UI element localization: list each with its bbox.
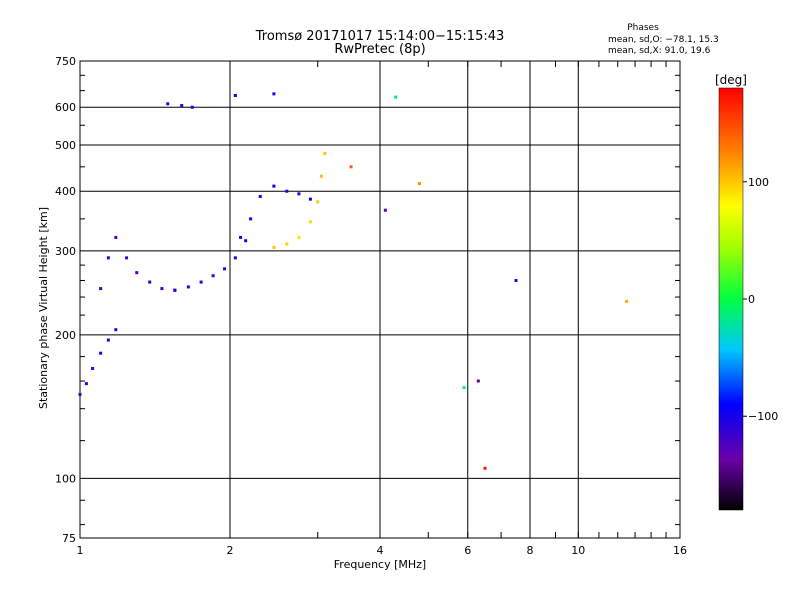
data-point — [148, 280, 152, 284]
data-point — [223, 267, 227, 271]
x-tick-label: 16 — [673, 544, 687, 557]
data-point — [180, 104, 184, 108]
data-point — [244, 239, 248, 243]
data-point — [383, 208, 387, 212]
series-o-mode-trace-plateau- — [173, 239, 248, 292]
stats-heading: Phases — [627, 23, 659, 33]
data-point — [239, 235, 243, 239]
series-x-mode-trace — [272, 151, 327, 249]
data-point — [106, 256, 110, 260]
y-tick-label: 750 — [55, 55, 76, 68]
series-scattered-echoes — [166, 92, 629, 470]
data-point — [99, 287, 103, 291]
data-point — [186, 285, 190, 289]
series-o-mode-trace-lower- — [78, 328, 118, 396]
x-tick-label: 2 — [227, 544, 234, 557]
data-point — [272, 184, 276, 188]
data-point — [106, 338, 110, 342]
data-point — [166, 102, 170, 106]
grid-lines — [80, 61, 680, 538]
data-point — [211, 274, 215, 278]
colorbar-ticks: 100 0 −100 — [743, 176, 778, 423]
data-point — [308, 220, 312, 224]
colorbar-tick-label: 100 — [748, 176, 769, 189]
data-point — [323, 151, 327, 155]
x-tick-label: 1 — [77, 544, 84, 557]
y-axis-label: Stationary phase Virtual Height [km] — [37, 207, 50, 409]
data-point — [125, 256, 129, 260]
data-point — [258, 194, 262, 198]
data-point — [199, 280, 203, 284]
x-axis-label: Frequency [MHz] — [334, 558, 426, 571]
data-point — [394, 95, 398, 99]
data-point — [135, 271, 139, 275]
y-tick-label: 600 — [55, 101, 76, 114]
data-point — [462, 386, 466, 390]
data-point — [297, 192, 301, 196]
x-tick-label: 4 — [377, 544, 384, 557]
data-point — [190, 105, 194, 109]
stats-o-line: mean, sd,O: −78.1, 15.3 — [608, 35, 719, 45]
data-point — [160, 287, 164, 291]
data-point — [316, 200, 320, 204]
data-point — [285, 242, 289, 246]
data-point — [417, 182, 421, 186]
data-point — [285, 189, 289, 193]
data-point — [514, 278, 518, 282]
data-point — [349, 165, 353, 169]
data-point — [78, 392, 82, 396]
colorbar-tick-label: 0 — [748, 293, 755, 306]
data-points — [78, 92, 629, 470]
data-point — [233, 93, 237, 97]
chart-title: Tromsø 20171017 15:14:00−15:15:43 — [255, 29, 505, 44]
data-point — [625, 299, 629, 303]
data-point — [233, 256, 237, 260]
y-tick-label: 300 — [55, 245, 76, 258]
data-point — [114, 328, 118, 332]
series-o-mode-trace-upper- — [239, 184, 312, 239]
data-point — [308, 197, 312, 201]
y-tick-label: 500 — [55, 139, 76, 152]
x-tick-label: 10 — [571, 544, 585, 557]
data-point — [249, 217, 253, 221]
data-point — [319, 174, 323, 178]
y-tick-label: 75 — [62, 532, 76, 545]
x-axis-ticks: 1 2 4 6 8 10 16 — [77, 61, 687, 557]
y-tick-label: 100 — [55, 472, 76, 485]
data-point — [476, 379, 480, 383]
colorbar-tick-label: −100 — [748, 410, 778, 423]
y-tick-label: 400 — [55, 185, 76, 198]
data-point — [114, 235, 118, 239]
x-tick-label: 6 — [464, 544, 471, 557]
x-tick-label: 8 — [527, 544, 534, 557]
colorbar-label: [deg] — [715, 73, 747, 87]
data-point — [483, 466, 487, 470]
colorbar — [718, 87, 744, 511]
y-axis-ticks: 75 100 200 300 400 500 600 750 — [55, 55, 680, 545]
chart-subtitle: RwPretec (8p) — [334, 42, 425, 57]
data-point — [272, 245, 276, 249]
data-point — [91, 366, 95, 370]
y-tick-label: 200 — [55, 329, 76, 342]
data-point — [272, 92, 276, 96]
data-point — [99, 351, 103, 355]
data-point — [173, 288, 177, 292]
data-point — [84, 382, 88, 386]
stats-x-line: mean, sd,X: 91.0, 19.6 — [608, 46, 711, 56]
data-point — [297, 235, 301, 239]
